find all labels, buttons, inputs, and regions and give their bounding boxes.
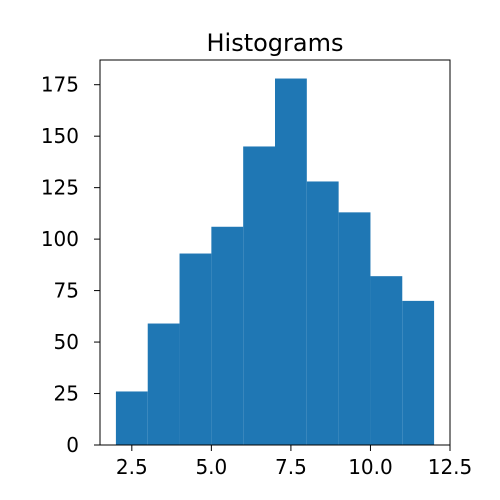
y-tick-label: 75 <box>54 279 79 303</box>
y-tick-label: 175 <box>41 73 79 97</box>
histogram-bar-5 <box>275 78 307 445</box>
x-tick-label: 12.5 <box>428 455 473 479</box>
histogram-bar-2 <box>179 253 212 445</box>
y-tick-label: 125 <box>41 176 79 200</box>
x-tick-label: 7.5 <box>275 455 307 479</box>
y-tick-label: 100 <box>41 227 79 251</box>
bars-layer <box>115 78 435 445</box>
y-tick-label: 0 <box>66 433 79 457</box>
histogram-bar-0 <box>115 391 148 445</box>
y-axis: 0 25 50 75 100 125 150 175 <box>41 73 100 457</box>
y-tick-label: 150 <box>41 124 79 148</box>
x-tick-label: 10.0 <box>348 455 393 479</box>
chart-title: Histograms <box>206 29 343 57</box>
x-axis: 2.5 5.0 7.5 10.0 12.5 <box>116 445 472 479</box>
histogram-bar-9 <box>402 300 435 445</box>
x-tick-label: 5.0 <box>195 455 227 479</box>
histogram-bar-1 <box>147 323 180 445</box>
histogram-bar-4 <box>243 146 275 445</box>
histogram-bar-6 <box>306 181 339 445</box>
y-tick-label: 50 <box>54 330 79 354</box>
histogram-bar-7 <box>338 212 371 445</box>
y-tick-label: 25 <box>54 382 79 406</box>
x-tick-label: 2.5 <box>116 455 148 479</box>
histogram-bar-3 <box>211 226 244 445</box>
plot-frame <box>99 59 451 446</box>
histogram-bar-8 <box>370 276 403 445</box>
